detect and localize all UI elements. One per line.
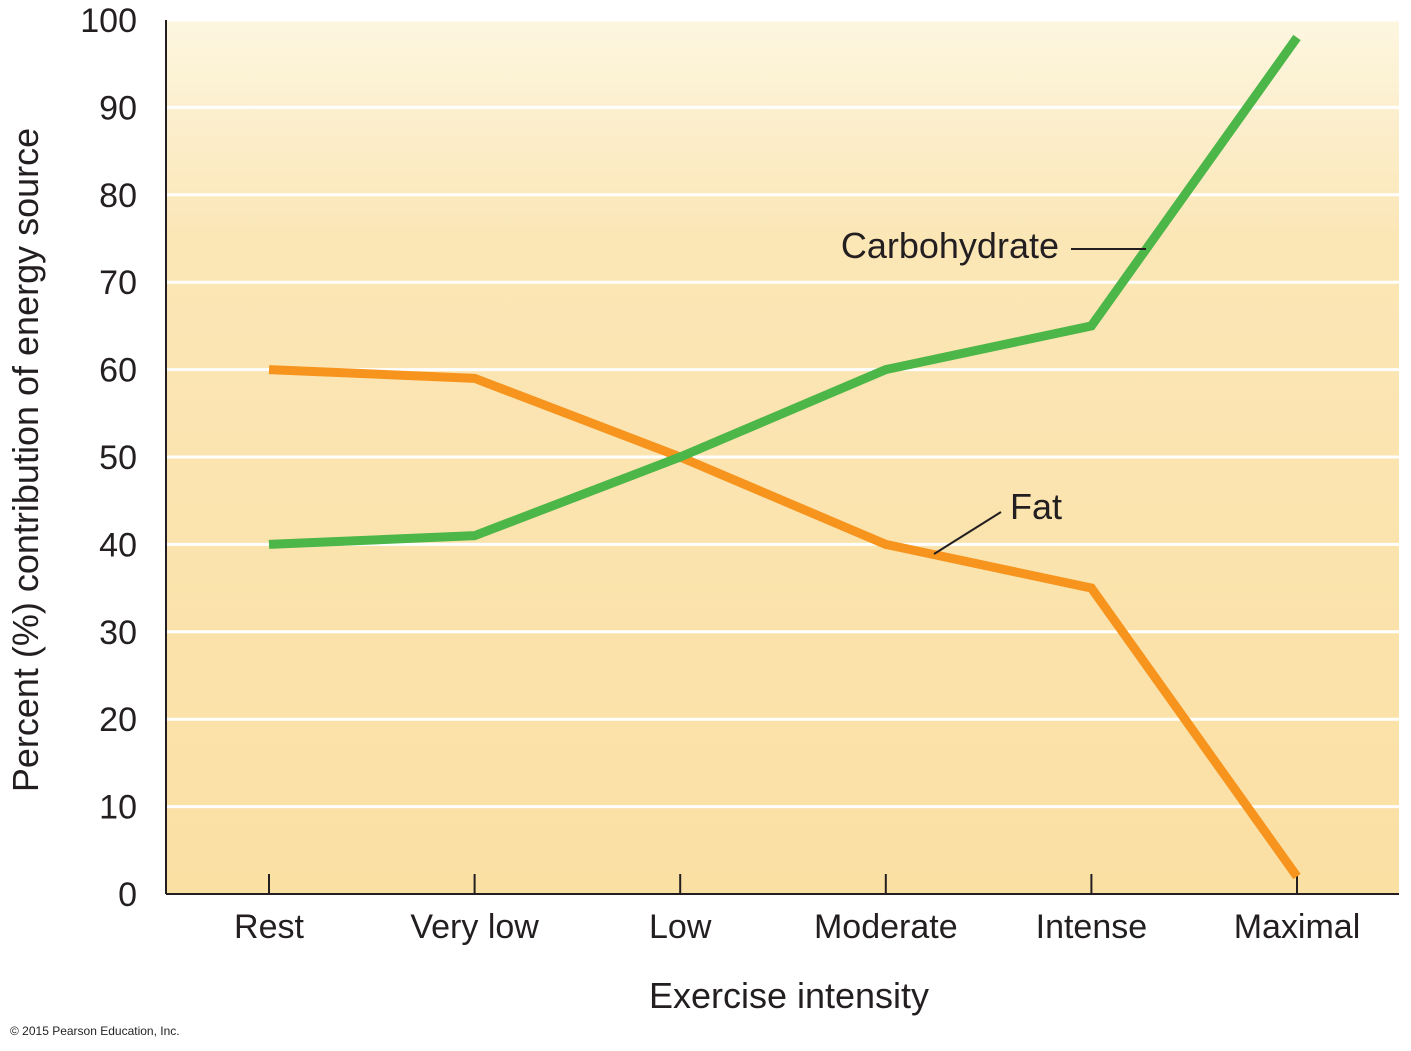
- x-tick-label-3: Moderate: [814, 908, 958, 946]
- fat-leader-line: [933, 511, 1002, 555]
- series-line-carbohydrate: [268, 34, 1301, 549]
- y-tick-label-80: 80: [99, 177, 137, 215]
- series-lines: [268, 34, 1301, 880]
- y-tick-label-0: 0: [118, 876, 137, 914]
- y-tick-label-50: 50: [99, 439, 137, 477]
- x-tick-label-2: Low: [649, 908, 712, 946]
- x-tick-label-0: Rest: [234, 908, 304, 946]
- y-tick-label-100: 100: [80, 2, 137, 40]
- series-line-fat: [268, 365, 1301, 880]
- axes: [165, 20, 1399, 895]
- y-tick-label-40: 40: [99, 526, 137, 564]
- y-tick-label-70: 70: [99, 264, 137, 302]
- series-label-fat: Fat: [1010, 486, 1062, 527]
- copyright-text: © 2015 Pearson Education, Inc.: [10, 1024, 180, 1038]
- y-axis-title: Percent (%) contribution of energy sourc…: [5, 128, 46, 792]
- x-tick-label-4: Intense: [1036, 908, 1148, 946]
- gridlines: [166, 18, 1399, 809]
- y-tick-label-30: 30: [99, 614, 137, 652]
- x-axis-title: Exercise intensity: [649, 975, 929, 1016]
- series-label-carbohydrate: Carbohydrate: [841, 225, 1059, 266]
- x-tick-label-5: Maximal: [1234, 908, 1361, 946]
- y-tick-label-10: 10: [99, 789, 137, 827]
- labels: 0 10 20 30 40 50 60 70 80 90 100 Rest Very low Low Mod…: [80, 2, 1360, 946]
- y-tick-label-20: 20: [99, 701, 137, 739]
- y-tick-label-60: 60: [99, 352, 137, 390]
- y-tick-label-90: 90: [99, 89, 137, 127]
- x-tick-label-1: Very low: [410, 908, 539, 946]
